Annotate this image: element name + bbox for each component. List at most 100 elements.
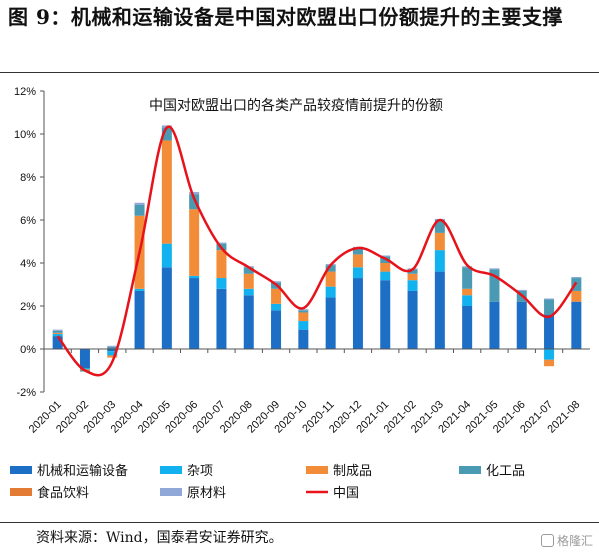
legend-label: 化工品: [486, 464, 525, 479]
bar: [489, 268, 500, 270]
y-tick-label: -2%: [16, 387, 36, 399]
bar: [434, 271, 445, 349]
bar: [380, 255, 391, 257]
source-note: 资料来源：Wind，国泰君安证券研究。: [36, 530, 283, 546]
bar: [216, 288, 227, 349]
bar: [298, 329, 309, 349]
bar: [298, 310, 309, 313]
bar: [189, 275, 200, 279]
bar: [161, 267, 172, 349]
bar: [325, 297, 336, 349]
line-series: [56, 125, 578, 377]
bar: [107, 351, 118, 356]
bar: [544, 359, 555, 367]
figure-title: 图 9：机械和运输设备是中国对欧盟出口份额提升的主要支撑: [8, 5, 563, 29]
bar: [216, 250, 227, 279]
watermark-logo-icon: [540, 534, 554, 547]
legend-swatch: [459, 466, 481, 474]
legend-label: 杂项: [187, 464, 213, 479]
legend-label: 食品饮料: [37, 485, 89, 501]
bar: [52, 336, 63, 349]
bar: [216, 242, 227, 244]
bar: [134, 202, 145, 205]
bar: [407, 273, 418, 281]
bar: [52, 333, 63, 337]
legend-label: 原材料: [187, 486, 226, 501]
bar: [298, 309, 309, 311]
bar: [489, 301, 500, 349]
bar: [325, 271, 336, 287]
bar: [161, 127, 172, 141]
legend-label: 制成品: [333, 464, 372, 479]
bar: [79, 368, 90, 370]
bar: [161, 140, 172, 244]
bar: [107, 355, 118, 358]
bar: [189, 192, 200, 195]
bar: [107, 345, 118, 347]
bar: [243, 267, 254, 274]
bar: [243, 295, 254, 349]
bar: [298, 312, 309, 322]
bar: [462, 295, 473, 306]
watermark-text: 格隆汇: [556, 534, 593, 548]
bar: [134, 204, 145, 216]
legend-swatch: [10, 466, 32, 474]
y-tick-label: 2%: [20, 301, 36, 313]
legend-swatch: [10, 488, 32, 496]
bar: [407, 290, 418, 349]
legend-item: 食品饮料: [10, 485, 89, 501]
bar: [434, 220, 445, 233]
y-tick-label: 4%: [20, 258, 36, 270]
bar: [189, 278, 200, 349]
bar: [544, 349, 555, 360]
bar: [134, 290, 145, 349]
bar: [462, 306, 473, 349]
bar: [544, 298, 555, 300]
bar: [571, 278, 582, 291]
bar: [298, 321, 309, 330]
legend-swatch: [160, 488, 182, 496]
legend-item: 机械和运输设备: [10, 463, 128, 479]
bar: [352, 254, 363, 268]
bar: [407, 269, 418, 274]
bar: [243, 273, 254, 289]
bar: [434, 250, 445, 272]
bar: [489, 269, 500, 302]
legend-item: 中国: [306, 486, 359, 501]
legend-item: 化工品: [459, 464, 525, 479]
bar: [271, 310, 282, 349]
title-divider: [0, 72, 599, 73]
source-divider: [0, 522, 599, 523]
chart: 中国对欧盟出口的各类产品较疫情前提升的份额 -2% 0% 2% 4% 6% 8% 10% 12…: [10, 86, 590, 501]
bar: [134, 288, 145, 291]
bar: [434, 232, 445, 251]
bar: [544, 299, 555, 315]
bar: [571, 301, 582, 349]
bar: [161, 243, 172, 268]
y-tick-label: 8%: [20, 172, 36, 184]
bar: [352, 267, 363, 279]
bar: [571, 290, 582, 302]
bar: [544, 314, 555, 349]
y-axis: -2% 0% 2% 4% 6% 8% 10% 12%: [14, 86, 45, 399]
y-tick-label: 0%: [20, 344, 36, 356]
bar: [325, 265, 336, 272]
bar: [271, 303, 282, 311]
bar: [380, 280, 391, 349]
bar: [216, 278, 227, 289]
bar: [407, 280, 418, 291]
bar: [271, 281, 282, 283]
bar: [516, 289, 527, 291]
legend-label: 机械和运输设备: [37, 463, 128, 479]
legend-item: 杂项: [160, 464, 213, 479]
chart-title: 中国对欧盟出口的各类产品较疫情前提升的份额: [149, 97, 443, 114]
y-tick-label: 6%: [20, 215, 36, 227]
bar: [571, 276, 582, 279]
y-tick-label: 10%: [14, 129, 36, 141]
bar-series: [52, 125, 582, 372]
bar: [462, 288, 473, 296]
bar: [107, 346, 118, 349]
legend-swatch: [160, 466, 182, 474]
bar: [52, 329, 63, 331]
